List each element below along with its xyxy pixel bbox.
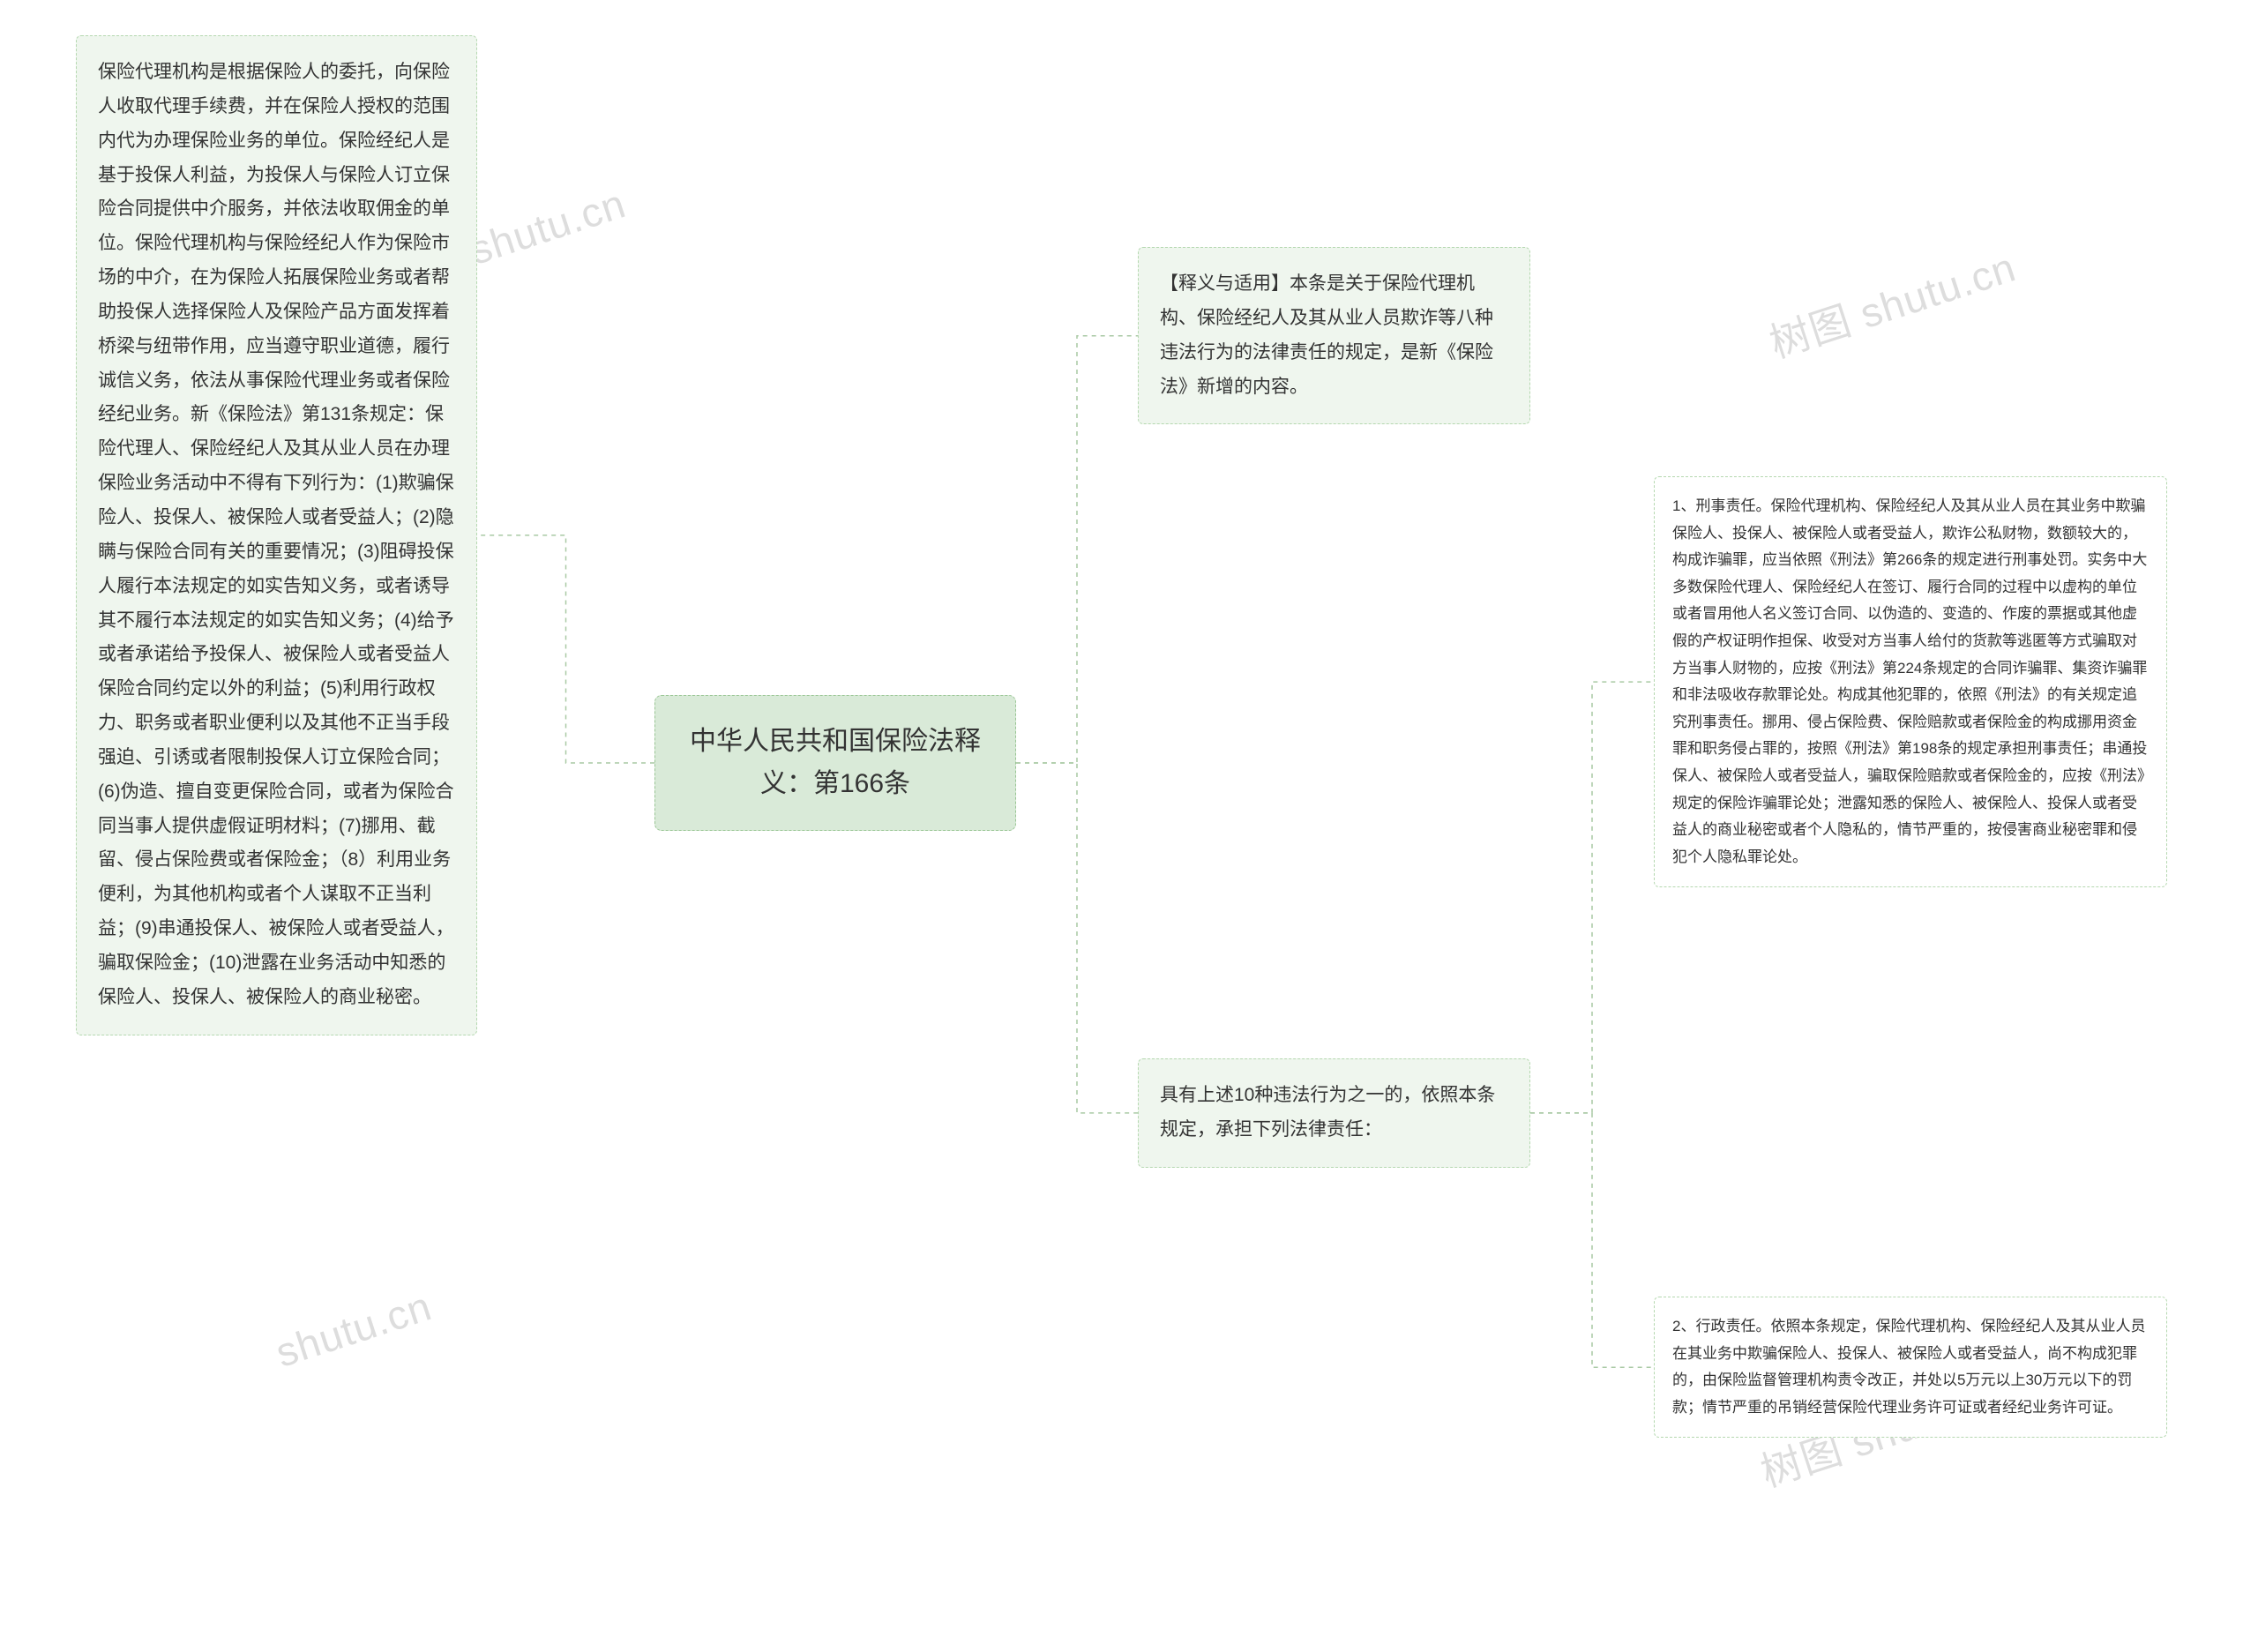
sub-node-2: 2、行政责任。依照本条规定，保险代理机构、保险经纪人及其从业人员在其业务中欺骗保… (1654, 1297, 2167, 1438)
center-title-line2: 义：第166条 (685, 763, 985, 805)
watermark: shutu.cn (270, 1282, 437, 1377)
left-branch-node: 保险代理机构是根据保险人的委托，向保险人收取代理手续费，并在保险人授权的范围内代… (76, 35, 477, 1035)
right-mid-node: 具有上述10种违法行为之一的，依照本条规定，承担下列法律责任： (1138, 1058, 1530, 1168)
watermark: shutu.cn (464, 179, 632, 274)
center-title-line1: 中华人民共和国保险法释 (685, 721, 985, 763)
right-top-node: 【释义与适用】本条是关于保险代理机构、保险经纪人及其从业人员欺诈等八种违法行为的… (1138, 247, 1530, 424)
center-node: 中华人民共和国保险法释 义：第166条 (654, 695, 1016, 831)
sub-node-1: 1、刑事责任。保险代理机构、保险经纪人及其从业人员在其业务中欺骗保险人、投保人、… (1654, 476, 2167, 887)
watermark: 树图 shutu.cn (1761, 235, 2022, 370)
